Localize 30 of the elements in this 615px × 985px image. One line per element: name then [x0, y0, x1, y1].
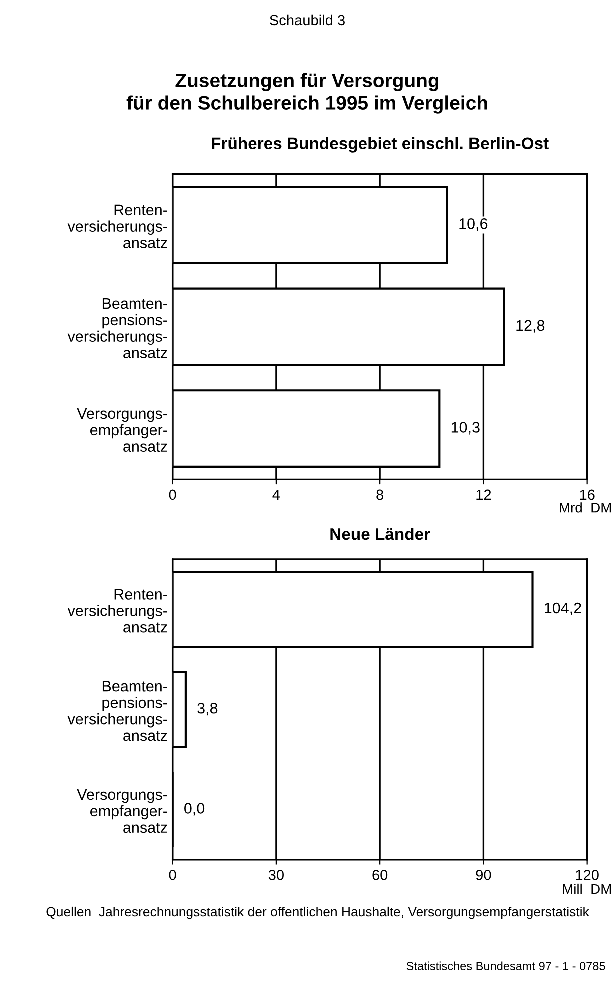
chart-subtitle: Früheres Bundesgebiet einschl. Berlin-Ost — [212, 137, 549, 153]
x-axis-title: Mrd DM — [560, 502, 612, 513]
data-label: 3,8 — [198, 702, 218, 716]
chart-title: Zusetzungen für Versorgung für den Schulbereich 1995 im Vergleich — [126, 73, 488, 114]
chart-title: Neue Länder — [330, 528, 430, 540]
x-tick-label: 16 — [580, 490, 595, 500]
data-label: 10,3 — [452, 422, 480, 435]
data-label: 104,2 — [545, 602, 582, 616]
x-axis-title: Mill DM — [563, 884, 612, 894]
y-tick-label: Versorgungs- empfanger- ansatz — [77, 790, 168, 834]
x-tick-label: 120 — [576, 870, 599, 880]
y-tick-label: Renten- versicherungs- ansatz — [68, 204, 168, 248]
data-label: 12,8 — [516, 320, 545, 333]
text: Statistisches Bundesamt 97 - 1 - 0785 — [406, 962, 606, 970]
x-tick-label: 12 — [476, 490, 492, 500]
y-tick-label: Renten- versicherungs- ansatz — [68, 589, 168, 633]
x-tick-label: 0 — [169, 870, 176, 880]
y-tick-label: Beamten- pensions- versicherungs- ansatz — [68, 298, 168, 358]
x-tick-label: 30 — [268, 870, 284, 880]
y-tick-label: Beamten- pensions- versicherungs- ansatz — [68, 681, 168, 742]
data-label: 0,0 — [184, 803, 205, 816]
text: Schaubild 3 — [270, 14, 345, 26]
y-tick-label: Versorgungs- empfanger- ansatz — [77, 408, 168, 452]
x-tick-label: 8 — [376, 490, 384, 500]
x-tick-label: 90 — [476, 870, 492, 880]
source-note: Quellen Jahresrechnungsstatistik der offentlichen Haushalte, Versorgungsempfangerstatistik — [46, 906, 590, 920]
x-tick-label: 60 — [372, 870, 388, 880]
x-tick-label: 4 — [272, 490, 280, 500]
data-label: 10,6 — [460, 218, 488, 232]
x-tick-label: 0 — [169, 490, 176, 500]
